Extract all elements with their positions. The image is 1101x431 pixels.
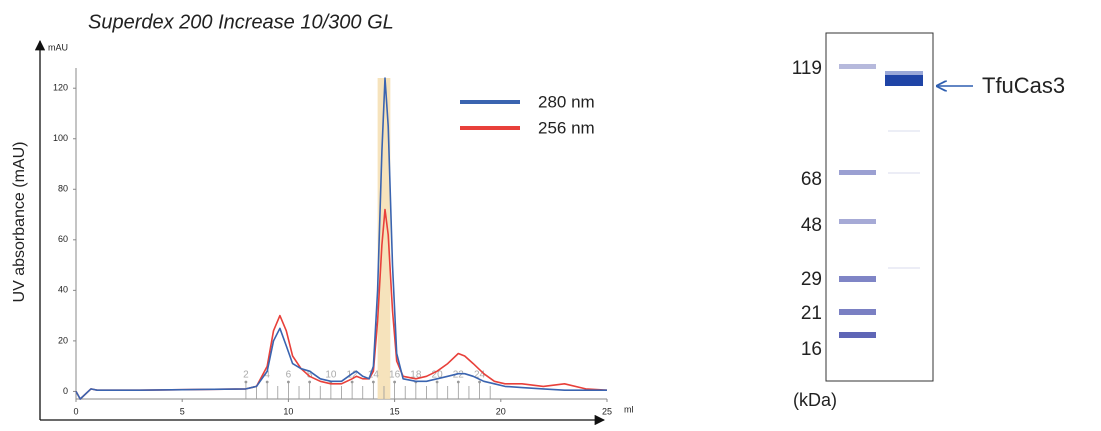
fraction-dot [393,381,396,384]
fraction-dot [372,381,375,384]
ladder-band [839,219,876,224]
fraction-dot [266,381,269,384]
legend-label: 256 nm [538,118,595,137]
x-tick-label: 10 [283,406,293,416]
y-tick-label: 20 [58,335,68,345]
ladder-band [839,64,876,69]
y-tick-label: 100 [53,133,68,143]
x-tick-label: 5 [180,406,185,416]
y-tick-label: 0 [63,386,68,396]
faint-band [888,267,920,269]
y-axis-label: UV absorbance (mAU) [11,142,28,303]
page: Superdex 200 Increase 10/300 GL mAU ml U… [0,0,1101,431]
fraction-label: 10 [325,370,337,381]
fraction-dot [308,381,311,384]
fraction-dot [457,381,460,384]
fraction-label: 16 [389,370,401,381]
fraction-dot [351,381,354,384]
y-tick-label: 60 [58,234,68,244]
series-line [76,78,607,399]
chart-title: Superdex 200 Increase 10/300 GL [88,11,394,33]
ladder-band [839,332,876,338]
marker-label: 68 [801,169,822,190]
y-tick-label: 120 [53,83,68,93]
fraction-label: 2 [243,370,249,381]
gel: 119 68 48 29 21 16 (kDa) TfuCas3 [792,33,1065,410]
faint-band [888,130,920,132]
fraction-dot [478,381,481,384]
y-tick-label: 80 [58,184,68,194]
fraction-dot [245,381,248,384]
x-unit: ml [624,404,634,414]
fraction-label: 6 [286,370,292,381]
band-label: TfuCas3 [982,73,1065,98]
marker-label: 48 [801,215,822,236]
x-tick-label: 25 [602,406,612,416]
y-tick-label: 40 [58,285,68,295]
ladder-band [839,170,876,175]
unit-label: (kDa) [793,390,837,410]
x-tick-label: 15 [390,406,400,416]
ladder-band [839,276,876,282]
y-unit: mAU [48,42,68,52]
legend-label: 280 nm [538,92,595,111]
marker-label: 16 [801,339,822,360]
series-line [76,210,607,400]
fraction-dot [436,381,439,384]
sample-band [885,75,923,86]
sample-band [885,71,923,75]
x-tick-label: 0 [73,406,78,416]
x-tick-label: 20 [496,406,506,416]
faint-band [888,172,920,174]
ladder-band [839,309,876,315]
figure: Superdex 200 Increase 10/300 GL mAU ml U… [0,0,1101,431]
marker-label: 119 [792,58,822,79]
fraction-dot [287,381,290,384]
marker-label: 29 [801,269,822,290]
marker-label: 21 [801,303,822,324]
